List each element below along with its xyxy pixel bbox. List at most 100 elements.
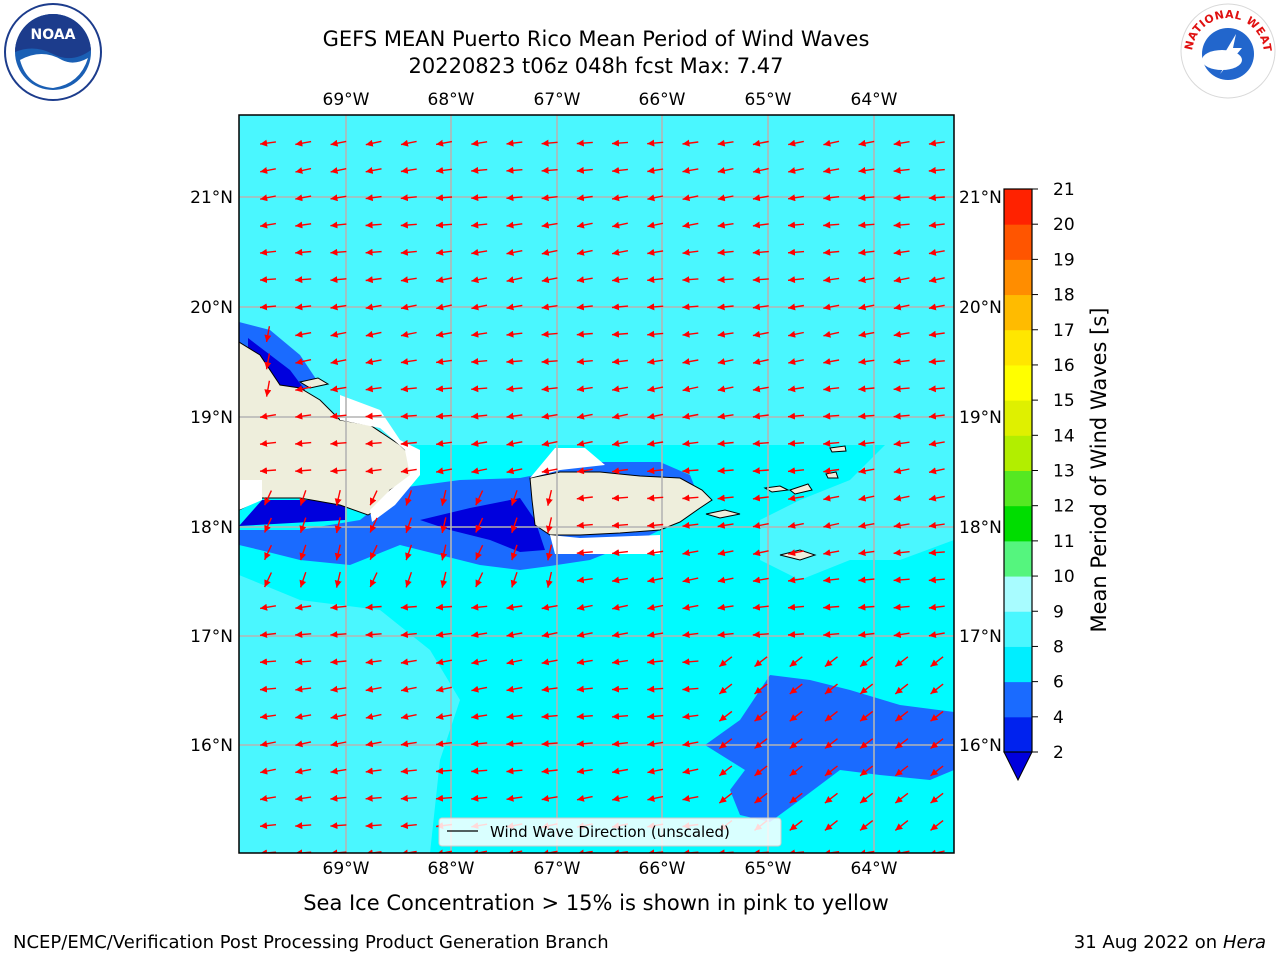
wind-arrow <box>471 412 488 420</box>
wind-arrow <box>435 330 453 338</box>
wind-arrow <box>471 658 488 666</box>
wind-arrow <box>365 685 382 693</box>
wind-arrow <box>365 740 382 748</box>
wind-arrow <box>506 276 523 284</box>
wind-arrow <box>541 440 558 447</box>
wind-arrow <box>541 357 558 365</box>
wind-arrow <box>717 139 734 147</box>
wind-arrow <box>823 631 840 638</box>
wind-arrow <box>928 248 945 256</box>
wind-arrow <box>400 385 417 393</box>
wind-arrow <box>647 685 664 693</box>
wind-arrow <box>475 572 484 588</box>
wind-arrow <box>334 544 342 561</box>
wind-arrow <box>365 303 382 311</box>
wind-arrow <box>576 194 593 202</box>
wind-arrow <box>894 710 909 722</box>
wind-arrow <box>823 467 840 475</box>
wind-arrow <box>471 358 488 365</box>
wind-arrow <box>682 631 699 638</box>
wind-arrow <box>576 440 593 447</box>
wind-arrow <box>752 439 769 447</box>
wind-arrow <box>930 765 944 777</box>
wind-arrow <box>471 385 488 393</box>
wind-arrow <box>400 139 417 147</box>
wind-arrow <box>752 358 769 366</box>
wind-arrow <box>752 412 769 420</box>
wind-arrow <box>330 822 347 830</box>
wind-arrow <box>369 544 378 561</box>
wind-arrow <box>893 139 910 147</box>
colorbar-tick-label: 10 <box>1053 567 1075 587</box>
wind-arrow <box>506 166 523 174</box>
map-frame <box>238 114 955 854</box>
wind-arrow <box>576 631 593 639</box>
wind-arrow <box>541 385 558 393</box>
wind-arrow <box>823 412 840 420</box>
wind-arrow <box>400 767 417 775</box>
wind-arrow <box>752 303 769 311</box>
wind-arrow <box>576 794 593 802</box>
wind-arrow <box>400 685 417 693</box>
wind-arrow <box>541 794 558 802</box>
wind-arrow <box>682 603 699 611</box>
colorbar-tick-label: 21 <box>1053 180 1075 200</box>
wind-arrow <box>295 221 312 229</box>
wind-arrow <box>436 439 452 447</box>
wind-arrow <box>295 303 312 311</box>
wind-arrow <box>647 166 664 174</box>
wind-arrow <box>365 630 382 638</box>
wind-arrow <box>752 603 769 611</box>
wind-arrow <box>435 276 453 284</box>
lon-label-bottom: 69°W <box>323 859 370 879</box>
wind-arrow <box>365 767 382 775</box>
wind-arrow <box>859 820 874 831</box>
lon-label-top: 69°W <box>323 90 370 110</box>
lat-label-right: 19°N <box>959 408 1002 428</box>
wind-arrow <box>682 685 699 693</box>
wind-arrow <box>928 494 945 502</box>
wind-arrow <box>330 630 347 638</box>
colorbar-tick-label: 16 <box>1053 356 1075 376</box>
wind-arrow <box>295 767 312 775</box>
lon-label-top: 66°W <box>639 90 686 110</box>
wind-arrow <box>718 710 733 722</box>
wind-arrow <box>510 544 518 561</box>
wind-arrow <box>435 385 453 393</box>
wind-arrow <box>510 571 518 588</box>
wind-arrow <box>718 765 733 777</box>
wind-arrow <box>647 549 664 557</box>
lon-label-top: 65°W <box>745 90 792 110</box>
wind-arrow <box>612 358 628 365</box>
wind-arrow <box>928 412 945 420</box>
noaa-logo-text: NOAA <box>31 27 76 43</box>
map-subtitle: 20220823 t06z 048h fcst Max: 7.47 <box>408 54 784 78</box>
arrow-legend: Wind Wave Direction (unscaled) <box>438 817 782 847</box>
wind-arrow <box>400 166 417 174</box>
wind-arrow <box>330 358 347 366</box>
wind-arrow <box>576 166 593 174</box>
wind-arrow <box>858 248 875 256</box>
wind-arrow <box>928 221 945 229</box>
wind-arrow <box>752 494 769 502</box>
wind-arrow <box>858 576 875 584</box>
wind-arrow <box>647 330 664 338</box>
lat-label-left: 18°N <box>190 518 233 538</box>
wind-arrow <box>893 521 910 529</box>
wind-arrow <box>823 248 840 256</box>
lat-label-right: 18°N <box>959 518 1002 538</box>
wind-arrow <box>787 494 805 502</box>
colorbar-tick-label: 18 <box>1053 286 1075 306</box>
wind-arrow <box>435 713 453 720</box>
wind-arrow <box>259 658 277 666</box>
wind-arrow <box>858 166 875 174</box>
wind-arrow <box>365 248 382 256</box>
colorbar-tick-label: 6 <box>1053 673 1064 693</box>
wind-arrow <box>471 467 488 475</box>
wind-arrow <box>295 740 312 748</box>
wind-arrow <box>576 576 593 584</box>
wind-arrow <box>752 139 769 147</box>
wind-arrow <box>435 412 453 420</box>
wind-arrow <box>369 517 378 533</box>
wind-arrow <box>858 221 875 229</box>
